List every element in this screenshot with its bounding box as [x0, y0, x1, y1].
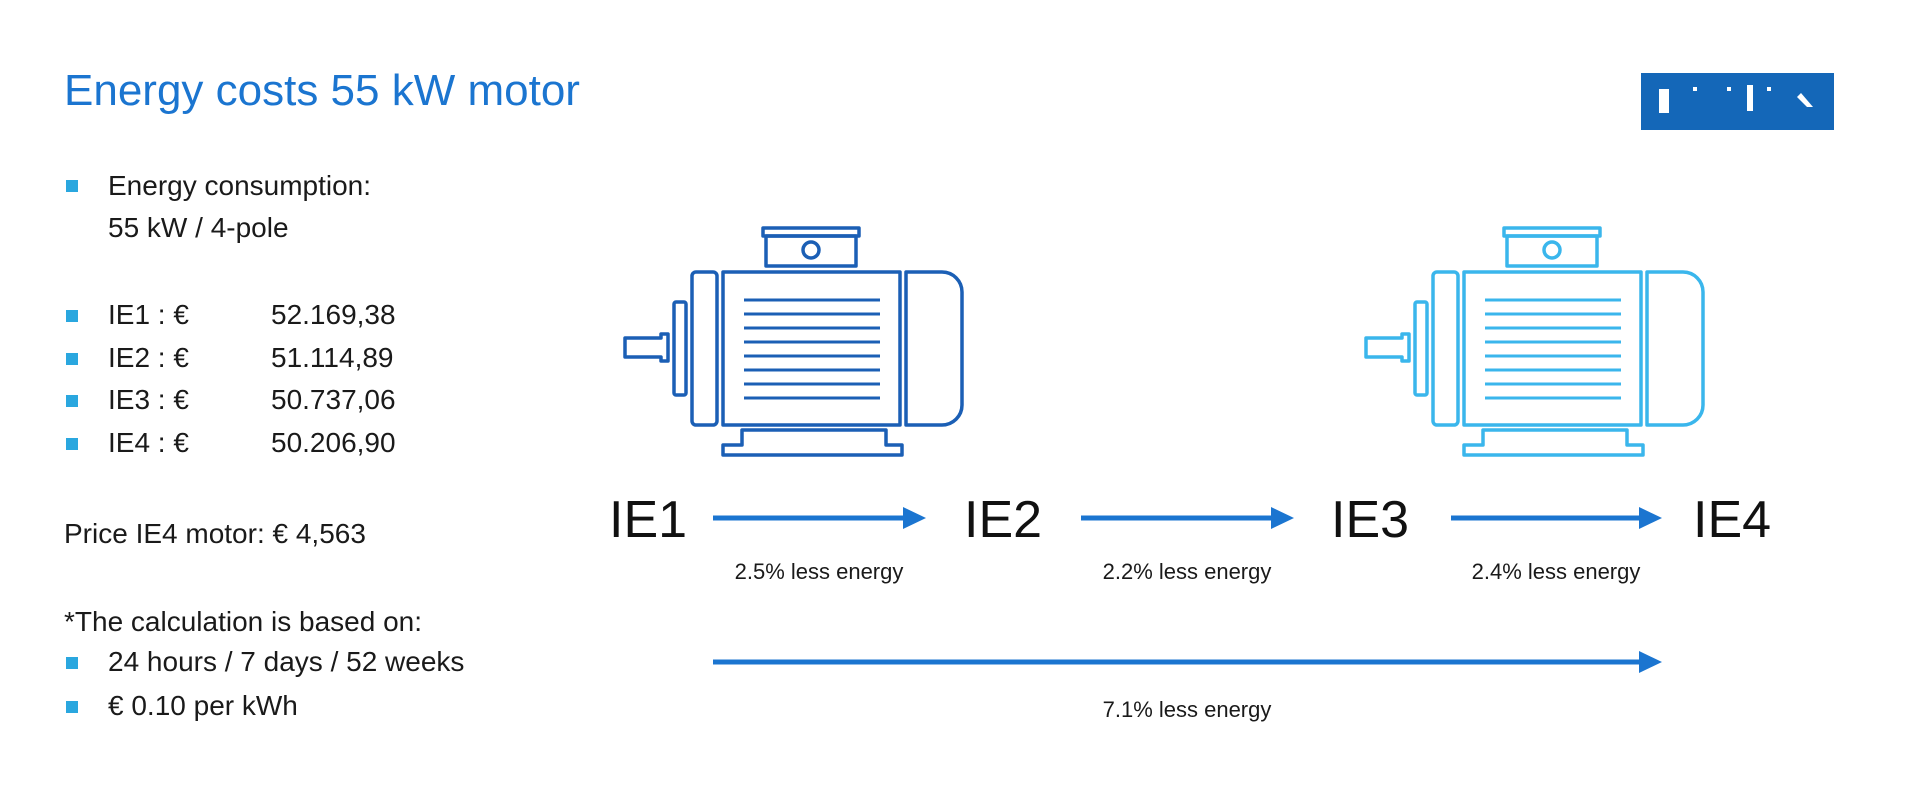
class-ie1: IE1 [609, 491, 688, 549]
cost-value-ie4: 50.206,90 [271, 427, 396, 458]
step-caption-3: 2.4% less energy [1471, 559, 1641, 584]
cost-value-ie2: 51.114,89 [271, 342, 394, 373]
logo-mark [1659, 85, 1813, 113]
bullet [66, 438, 78, 450]
class-ie3: IE3 [1331, 491, 1410, 549]
arrow-ie3-ie4 [1451, 507, 1662, 529]
bullet [66, 180, 78, 192]
cost-label-ie3: IE3 : € [108, 384, 189, 415]
bullet [66, 701, 78, 713]
class-ie4: IE4 [1693, 491, 1772, 549]
calc-hours: 24 hours / 7 days / 52 weeks [108, 646, 465, 677]
step-caption-1: 2.5% less energy [734, 559, 904, 584]
motor-ie1-icon [623, 226, 964, 457]
cost-label-ie1: IE1 : € [108, 299, 189, 330]
cost-label-ie2: IE2 : € [108, 342, 189, 373]
bullet [66, 395, 78, 407]
cost-value-ie1: 52.169,38 [271, 299, 396, 330]
calc-heading: *The calculation is based on: [64, 606, 422, 637]
motor-ie4-icon [1364, 226, 1705, 457]
class-ie2: IE2 [964, 491, 1043, 549]
bullet [66, 353, 78, 365]
bullet [66, 657, 78, 669]
consumption-value: 55 kW / 4-pole [108, 212, 289, 243]
eriks-logo [1641, 73, 1834, 130]
consumption-label: Energy consumption: [108, 170, 372, 201]
price-ie4: Price IE4 motor: € 4,563 [64, 518, 366, 549]
cost-value-ie3: 50.737,06 [271, 384, 396, 415]
arrow-ie2-ie3 [1081, 507, 1294, 529]
arrow-total [713, 651, 1662, 673]
calc-price: € 0.10 per kWh [108, 690, 298, 721]
bullet [66, 310, 78, 322]
arrow-ie1-ie2 [713, 507, 926, 529]
cost-label-ie4: IE4 : € [108, 427, 189, 458]
step-caption-2: 2.2% less energy [1102, 559, 1272, 584]
total-caption: 7.1% less energy [1102, 697, 1272, 722]
page-title: Energy costs 55 kW motor [64, 66, 580, 115]
